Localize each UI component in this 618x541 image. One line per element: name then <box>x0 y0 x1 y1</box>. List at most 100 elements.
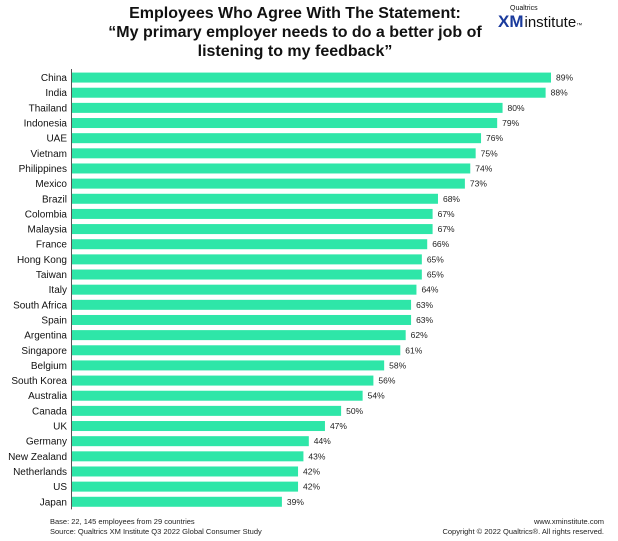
category-label: UAE <box>46 134 67 145</box>
category-label: US <box>53 482 67 493</box>
category-label: Brazil <box>42 194 67 205</box>
footer-website-text: www.xminstitute.com <box>533 517 604 526</box>
chart-title-line-2: “My primary employer needs to do a bette… <box>108 24 482 41</box>
bar <box>72 254 422 265</box>
data-label: 64% <box>421 285 438 295</box>
category-label: New Zealand <box>8 452 67 463</box>
logo-institute-text: institute <box>524 14 577 31</box>
category-label: South Korea <box>11 376 67 387</box>
category-label: South Africa <box>13 300 67 311</box>
category-label: Indonesia <box>24 119 68 130</box>
bar <box>72 148 476 159</box>
bar <box>72 451 304 462</box>
data-label: 58% <box>389 360 406 370</box>
data-label: 76% <box>486 133 503 143</box>
data-label: 54% <box>368 391 385 401</box>
data-label: 39% <box>287 497 304 507</box>
category-label: Spain <box>41 315 67 326</box>
bar <box>72 269 422 280</box>
category-label: Germany <box>26 437 67 448</box>
chart-title-line-1: Employees Who Agree With The Statement: <box>129 5 461 22</box>
category-label: Singapore <box>21 346 67 357</box>
bar <box>72 163 471 174</box>
category-label: Mexico <box>35 179 67 190</box>
bar <box>72 299 412 310</box>
bar <box>72 72 551 83</box>
category-label: China <box>41 73 68 84</box>
bar <box>72 375 374 386</box>
data-label: 44% <box>314 436 331 446</box>
footer-right: www.xminstitute.com Copyright © 2022 Qua… <box>442 517 604 537</box>
data-label: 63% <box>416 315 433 325</box>
category-label: Australia <box>28 391 67 402</box>
data-label: 89% <box>556 73 573 83</box>
category-label: Thailand <box>29 103 67 114</box>
data-label: 66% <box>432 239 449 249</box>
bar <box>72 330 406 341</box>
logo-brand-text: Qualtrics <box>510 5 538 12</box>
footer-source-text: Source: Qualtrics XM Institute Q3 2022 G… <box>50 527 262 536</box>
category-label: Vietnam <box>30 149 67 160</box>
bar <box>72 284 417 295</box>
data-label: 68% <box>443 194 460 204</box>
data-label: 73% <box>470 179 487 189</box>
bar <box>72 87 546 98</box>
logo-trademark: ™ <box>576 23 583 29</box>
data-label: 67% <box>438 224 455 234</box>
category-label: Italy <box>49 285 67 296</box>
data-label: 67% <box>438 209 455 219</box>
xm-institute-logo: Qualtrics XM institute ™ <box>498 5 608 32</box>
category-label: Philippines <box>19 164 67 175</box>
data-label: 56% <box>378 376 395 386</box>
bar <box>72 178 465 189</box>
footer-left: Base: 22, 145 employees from 29 countrie… <box>50 517 262 537</box>
data-label: 47% <box>330 421 347 431</box>
bar <box>72 390 363 401</box>
bar <box>72 118 498 129</box>
category-label: Japan <box>40 497 67 508</box>
footer-copyright-text: Copyright © 2022 Qualtrics®. All rights … <box>442 527 604 536</box>
data-label: 61% <box>405 345 422 355</box>
bar <box>72 421 325 432</box>
category-label: Taiwan <box>36 270 67 281</box>
data-label: 88% <box>551 88 568 98</box>
bar <box>72 496 282 507</box>
category-label: Argentina <box>24 331 67 342</box>
data-label: 62% <box>411 330 428 340</box>
category-label: India <box>45 88 67 99</box>
bar <box>72 102 503 113</box>
data-label: 42% <box>303 466 320 476</box>
data-label: 50% <box>346 406 363 416</box>
category-label: Netherlands <box>13 467 67 478</box>
bar <box>72 436 309 447</box>
category-label: Hong Kong <box>17 255 67 266</box>
bar <box>72 314 412 325</box>
bar <box>72 224 433 235</box>
bar <box>72 405 342 416</box>
data-label: 65% <box>427 270 444 280</box>
bar <box>72 193 438 204</box>
category-label: UK <box>53 422 67 433</box>
chart-title: Employees Who Agree With The Statement: … <box>95 4 495 61</box>
data-label: 75% <box>481 148 498 158</box>
logo-xm-text: XM <box>498 12 524 31</box>
category-label: Belgium <box>31 361 67 372</box>
bar <box>72 239 428 250</box>
data-label: 79% <box>502 118 519 128</box>
footer-base-text: Base: 22, 145 employees from 29 countrie… <box>50 517 195 526</box>
data-label: 42% <box>303 482 320 492</box>
category-label: Colombia <box>25 209 68 220</box>
category-label: Malaysia <box>28 225 68 236</box>
bar <box>72 466 299 477</box>
data-label: 65% <box>427 254 444 264</box>
data-label: 80% <box>508 103 525 113</box>
data-label: 63% <box>416 300 433 310</box>
bar <box>72 481 299 492</box>
bar <box>72 133 482 144</box>
chart-title-line-3: listening to my feedback” <box>197 43 393 60</box>
bar <box>72 345 401 356</box>
bar <box>72 208 433 219</box>
category-label: France <box>36 240 68 251</box>
data-label: 74% <box>475 163 492 173</box>
